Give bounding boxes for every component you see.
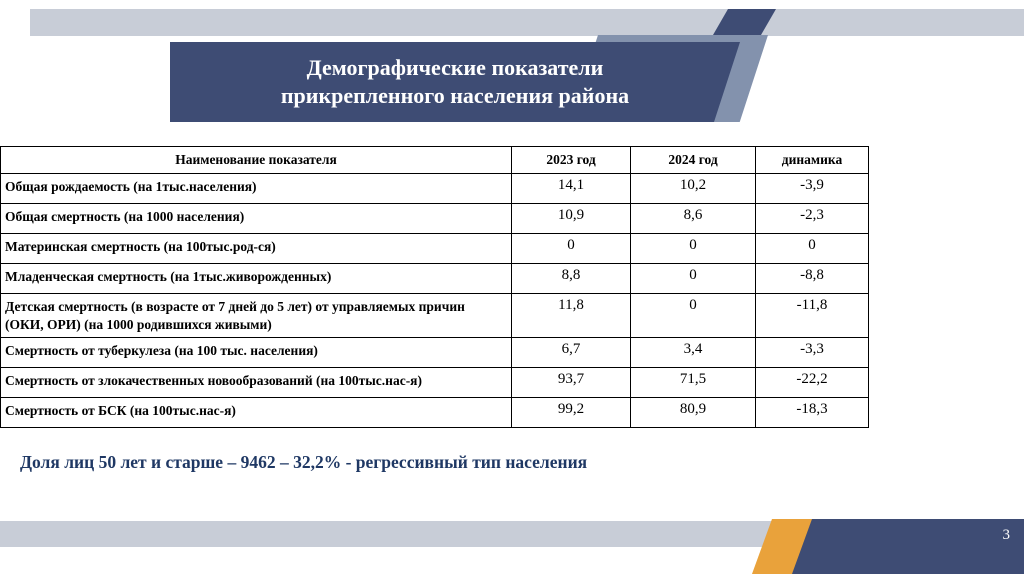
page-number-block — [788, 519, 1024, 574]
indicator-name-cell: Детская смертность (в возрасте от 7 дней… — [0, 293, 512, 338]
dynamics-cell: -2,3 — [755, 203, 869, 234]
value-2024-cell: 0 — [630, 233, 756, 264]
indicator-name-cell: Материнская смертность (на 100тыс.род-ся… — [0, 233, 512, 264]
title-banner: Демографические показатели прикрепленног… — [170, 42, 740, 122]
indicator-name-cell: Смертность от БСК (на 100тыс.нас-я) — [0, 397, 512, 428]
table-header-row: Наименование показателя 2023 год 2024 го… — [0, 146, 869, 174]
indicator-name-cell: Смертность от злокачественных новообразо… — [0, 367, 512, 398]
table-row: Общая смертность (на 1000 населения) 10,… — [0, 203, 869, 234]
header-year-2023: 2023 год — [511, 146, 631, 174]
value-2024-cell: 3,4 — [630, 337, 756, 368]
dynamics-cell: 0 — [755, 233, 869, 264]
dynamics-cell: -3,9 — [755, 173, 869, 204]
value-2024-cell: 71,5 — [630, 367, 756, 398]
value-2023-cell: 8,8 — [511, 263, 631, 294]
indicator-name-cell: Младенческая смертность (на 1тыс.живорож… — [0, 263, 512, 294]
value-2024-cell: 10,2 — [630, 173, 756, 204]
header-indicator-name: Наименование показателя — [0, 146, 512, 174]
value-2023-cell: 93,7 — [511, 367, 631, 398]
indicator-name-cell: Смертность от туберкулеза (на 100 тыс. н… — [0, 337, 512, 368]
bottom-accent-bar — [0, 521, 800, 547]
dynamics-cell: -8,8 — [755, 263, 869, 294]
header-year-2024: 2024 год — [630, 146, 756, 174]
value-2023-cell: 6,7 — [511, 337, 631, 368]
dynamics-cell: -22,2 — [755, 367, 869, 398]
table-row: Смертность от туберкулеза (на 100 тыс. н… — [0, 337, 869, 368]
indicator-name-cell: Общая рождаемость (на 1тыс.населения) — [0, 173, 512, 204]
value-2024-cell: 80,9 — [630, 397, 756, 428]
table-row: Материнская смертность (на 100тыс.род-ся… — [0, 233, 869, 264]
value-2024-cell: 0 — [630, 293, 756, 338]
top-accent-bar — [30, 9, 1024, 36]
value-2023-cell: 11,8 — [511, 293, 631, 338]
table-row: Младенческая смертность (на 1тыс.живорож… — [0, 263, 869, 294]
table-row: Смертность от злокачественных новообразо… — [0, 367, 869, 398]
footnote: Доля лиц 50 лет и старше – 9462 – 32,2% … — [20, 452, 588, 472]
page-number: 3 — [1002, 527, 1011, 543]
slide-title-line2: прикрепленного населения района — [280, 83, 630, 108]
value-2023-cell: 0 — [511, 233, 631, 264]
table-row: Смертность от БСК (на 100тыс.нас-я) 99,2… — [0, 397, 869, 428]
table-row: Общая рождаемость (на 1тыс.населения) 14… — [0, 173, 869, 204]
dynamics-cell: -11,8 — [755, 293, 869, 338]
slide-title-line1: Демографические показатели — [306, 55, 604, 80]
value-2023-cell: 10,9 — [511, 203, 631, 234]
value-2024-cell: 0 — [630, 263, 756, 294]
indicator-name-cell: Общая смертность (на 1000 населения) — [0, 203, 512, 234]
value-2023-cell: 99,2 — [511, 397, 631, 428]
table-row: Детская смертность (в возрасте от 7 дней… — [0, 293, 869, 338]
value-2023-cell: 14,1 — [511, 173, 631, 204]
header-dynamics: динамика — [755, 146, 869, 174]
value-2024-cell: 8,6 — [630, 203, 756, 234]
dynamics-cell: -3,3 — [755, 337, 869, 368]
dynamics-cell: -18,3 — [755, 397, 869, 428]
demographics-table: Наименование показателя 2023 год 2024 го… — [0, 146, 869, 428]
